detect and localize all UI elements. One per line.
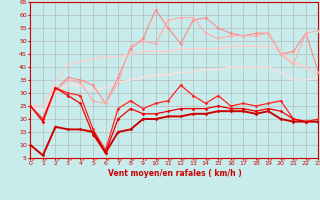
X-axis label: Vent moyen/en rafales ( km/h ): Vent moyen/en rafales ( km/h ) [108, 169, 241, 178]
